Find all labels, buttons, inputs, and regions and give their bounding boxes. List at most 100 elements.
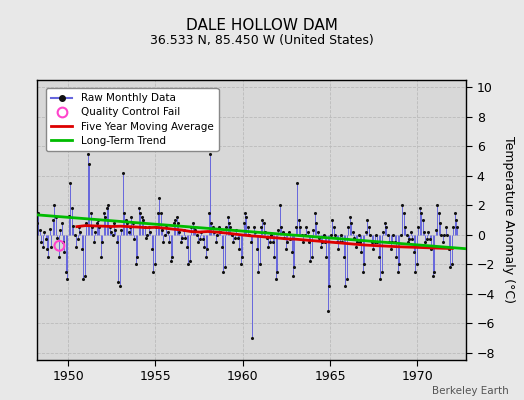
Point	[405, 236, 413, 242]
Point	[178, 234, 187, 241]
Point	[431, 227, 440, 234]
Point	[239, 220, 248, 226]
Point	[222, 224, 230, 230]
Point	[253, 246, 261, 253]
Point	[62, 268, 70, 275]
Point	[334, 246, 342, 253]
Point	[213, 232, 222, 238]
Point	[197, 228, 205, 235]
Point	[195, 236, 204, 242]
Point	[264, 243, 272, 250]
Point	[190, 224, 198, 230]
Point	[245, 232, 254, 238]
Point	[85, 161, 93, 167]
Point	[324, 308, 332, 314]
Point	[420, 228, 428, 235]
Point	[123, 220, 131, 226]
Point	[388, 239, 396, 245]
Point	[447, 261, 456, 268]
Point	[193, 232, 201, 238]
Point	[158, 227, 166, 234]
Point	[108, 232, 117, 238]
Point	[212, 239, 220, 245]
Point	[118, 170, 127, 176]
Point	[177, 239, 185, 245]
Point	[148, 246, 156, 253]
Point	[103, 205, 111, 212]
Point	[372, 232, 380, 238]
Point	[370, 239, 379, 245]
Point	[376, 276, 385, 282]
Point	[286, 236, 294, 242]
Point	[337, 232, 345, 238]
Point	[142, 234, 150, 241]
Point	[31, 234, 40, 241]
Point	[402, 232, 411, 238]
Point	[313, 228, 322, 235]
Point	[235, 246, 243, 253]
Point	[101, 214, 110, 220]
Point	[78, 246, 86, 253]
Point	[359, 268, 367, 275]
Point	[276, 202, 284, 208]
Point	[139, 217, 147, 223]
Point	[174, 220, 182, 226]
Point	[36, 227, 44, 234]
Point	[169, 220, 178, 226]
Point	[254, 268, 262, 275]
Point	[303, 228, 312, 235]
Point	[221, 264, 229, 270]
Point	[159, 239, 168, 245]
Point	[298, 232, 306, 238]
Point	[247, 239, 255, 245]
Point	[104, 202, 112, 208]
Point	[285, 228, 293, 235]
Point	[321, 239, 329, 245]
Point	[279, 228, 287, 235]
Point	[95, 224, 104, 230]
Point	[57, 220, 66, 226]
Point	[395, 261, 403, 268]
Point	[163, 228, 172, 235]
Point	[242, 214, 250, 220]
Point	[231, 234, 239, 241]
Point	[47, 243, 56, 250]
Point	[330, 224, 338, 230]
Point	[257, 224, 265, 230]
Point	[302, 224, 310, 230]
Point	[228, 232, 236, 238]
Legend: Raw Monthly Data, Quality Control Fail, Five Year Moving Average, Long-Term Tren: Raw Monthly Data, Quality Control Fail, …	[46, 88, 219, 151]
Point	[384, 232, 392, 238]
Point	[350, 234, 358, 241]
Point	[180, 227, 188, 234]
Point	[200, 243, 209, 250]
Point	[130, 236, 138, 242]
Point	[258, 217, 267, 223]
Point	[281, 246, 290, 253]
Point	[110, 220, 118, 226]
Point	[418, 217, 427, 223]
Point	[347, 220, 355, 226]
Point	[280, 234, 289, 241]
Point	[161, 232, 169, 238]
Point	[56, 227, 64, 234]
Point	[79, 276, 88, 282]
Text: DALE HOLLOW DAM: DALE HOLLOW DAM	[186, 18, 338, 33]
Point	[397, 232, 405, 238]
Point	[290, 264, 299, 270]
Point	[367, 239, 376, 245]
Point	[263, 234, 271, 241]
Point	[107, 228, 115, 235]
Point	[392, 254, 400, 260]
Point	[69, 223, 78, 229]
Point	[117, 227, 125, 234]
Point	[98, 239, 106, 245]
Point	[75, 224, 83, 230]
Point	[373, 239, 381, 245]
Point	[316, 243, 325, 250]
Point	[51, 214, 60, 220]
Point	[363, 217, 372, 223]
Point	[380, 220, 389, 226]
Point	[356, 239, 364, 245]
Point	[92, 220, 101, 226]
